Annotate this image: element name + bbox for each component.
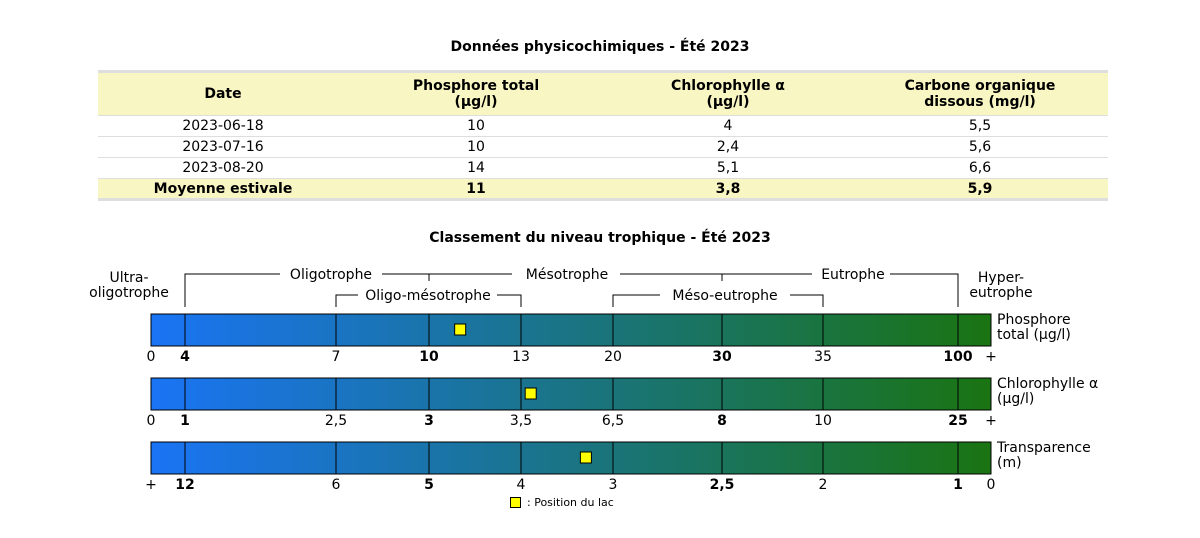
- lake-position-marker: [579, 451, 592, 464]
- cell-date: 2023-07-16: [182, 139, 264, 155]
- header-chlorophylle: Chlorophylle α (µg/l): [671, 78, 785, 110]
- scale-tick-label: 35: [814, 349, 832, 365]
- scale-tick-label: 0: [987, 477, 996, 493]
- zone-label-hyper-eutrophe: Hyper-: [978, 270, 1024, 286]
- bracket-oligotrophe: [184, 273, 280, 307]
- bracket-eutrophe: [890, 273, 959, 307]
- scale-tick-label: 2,5: [710, 477, 735, 493]
- cell-phosphore: 10: [467, 139, 485, 155]
- cell-date: 2023-06-18: [182, 118, 264, 134]
- scale-tick-label: 30: [712, 349, 732, 365]
- scale-name: Phosphore: [997, 312, 1071, 328]
- cell-date: 2023-08-20: [182, 160, 264, 176]
- scale-tick-label: 6,5: [602, 413, 624, 429]
- legend-marker-icon: [510, 497, 521, 508]
- table-row-mean: Moyenne estivale 11 3,8 5,9: [98, 178, 1108, 200]
- cell-phosphore: 14: [467, 160, 485, 176]
- scale-tick-label: 3: [424, 413, 434, 429]
- scale-tick-label: 25: [948, 413, 967, 429]
- zone-label-ultra-oligotrophe: Ultra-: [109, 270, 148, 286]
- scale-tick-label: 10: [419, 349, 439, 365]
- bracket-oligo-mesotrophe: [497, 294, 522, 307]
- scale-bar: [150, 313, 992, 347]
- scale-bar: [150, 377, 992, 411]
- scale-tick-label: 0: [147, 413, 156, 429]
- scale-tick-label: 1: [180, 413, 190, 429]
- zone-label-meso-eutrophe: Méso-eutrophe: [672, 288, 777, 304]
- scale-tick-label: 2: [819, 477, 828, 493]
- legend: : Position du lac: [510, 496, 614, 509]
- table-row: 2023-06-18 10 4 5,5: [98, 115, 1108, 137]
- scale-tick-label: +: [145, 477, 157, 493]
- table-title: Données physicochimiques - Été 2023: [450, 39, 750, 55]
- header-phosphore: Phosphore total (µg/l): [412, 78, 540, 110]
- zone-label-ultra-oligotrophe: oligotrophe: [89, 285, 169, 301]
- scale-tick-label: 12: [175, 477, 194, 493]
- table-row: 2023-07-16 10 2,4 5,6: [98, 136, 1108, 158]
- cell-mean-chlorophylle: 3,8: [715, 180, 741, 197]
- bracket-oligo-mesotrophe: [335, 294, 358, 307]
- zone-label-mesotrophe: Mésotrophe: [526, 267, 608, 283]
- scale-tick-label: 100: [943, 349, 972, 365]
- cell-carbone: 5,5: [968, 118, 992, 134]
- zone-label-hyper-eutrophe: eutrophe: [969, 285, 1032, 301]
- scale-tick-label: 1: [953, 477, 963, 493]
- scale-name: (m): [997, 455, 1022, 471]
- scale-tick-label: 5: [424, 477, 434, 493]
- lake-position-marker: [524, 387, 537, 400]
- cell-carbone: 5,6: [968, 139, 992, 155]
- cell-chlorophylle: 5,1: [716, 160, 740, 176]
- scale-tick-label: +: [985, 413, 997, 429]
- cell-carbone: 6,6: [968, 160, 992, 176]
- scale-tick-label: 4: [180, 349, 190, 365]
- header-date: Date: [204, 86, 242, 102]
- scale-tick-label: 13: [512, 349, 530, 365]
- scale-tick-label: +: [985, 349, 997, 365]
- cell-chlorophylle: 2,4: [716, 139, 740, 155]
- cell-mean-label: Moyenne estivale: [153, 180, 293, 197]
- scale-tick-label: 20: [604, 349, 622, 365]
- scale-tick-label: 3,5: [510, 413, 532, 429]
- chart-title: Classement du niveau trophique - Été 202…: [429, 230, 771, 246]
- bracket-meso-eutrophe-sub: [612, 294, 660, 307]
- cell-chlorophylle: 4: [723, 118, 733, 134]
- cell-mean-phosphore: 11: [466, 180, 486, 197]
- cell-mean-carbone: 5,9: [967, 180, 993, 197]
- scale-tick-label: 0: [147, 349, 156, 365]
- zone-label-oligotrophe: Oligotrophe: [290, 267, 372, 283]
- scale-tick-label: 3: [609, 477, 618, 493]
- legend-label: : Position du lac: [527, 496, 614, 509]
- zone-label-eutrophe: Eutrophe: [821, 267, 885, 283]
- cell-phosphore: 10: [467, 118, 485, 134]
- scale-bar: [150, 441, 992, 475]
- scale-tick-label: 10: [814, 413, 832, 429]
- scale-name: total (µg/l): [997, 327, 1071, 343]
- zone-label-oligo-mesotrophe: Oligo-mésotrophe: [365, 288, 491, 304]
- scale-tick-label: 6: [332, 477, 341, 493]
- scale-name: Chlorophylle α: [997, 376, 1098, 392]
- table-row: 2023-08-20 14 5,1 6,6: [98, 157, 1108, 179]
- bracket-meso-eutrophe-sub: [790, 294, 824, 307]
- scale-tick-label: 8: [717, 413, 727, 429]
- scale-tick-label: 7: [332, 349, 341, 365]
- scale-name: (µg/l): [997, 391, 1034, 407]
- scale-name: Transparence: [996, 440, 1091, 456]
- table-header-row: Date Phosphore total (µg/l) Chlorophylle …: [98, 71, 1108, 116]
- physicochemical-table: Date Phosphore total (µg/l) Chlorophylle …: [98, 70, 1108, 201]
- scale-tick-label: 4: [517, 477, 526, 493]
- scale-tick-label: 2,5: [325, 413, 347, 429]
- lake-position-marker: [454, 323, 467, 336]
- header-carbone: Carbone organique dissous (mg/l): [904, 78, 1056, 110]
